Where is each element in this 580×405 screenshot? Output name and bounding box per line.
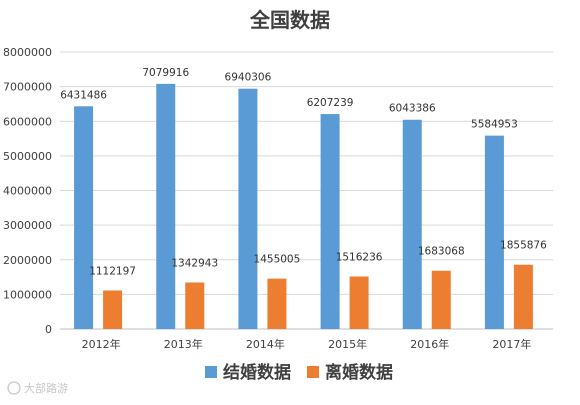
y-tick-label: 5000000 [3,150,52,163]
x-tick-label: 2016年 [410,337,449,351]
chart-title: 全国数据 [249,8,330,32]
y-tick-label: 8000000 [3,46,52,59]
y-tick-label: 1000000 [3,288,52,301]
bar-divorce [267,278,287,329]
data-label: 1455005 [254,254,301,266]
x-tick-label: 2013年 [164,337,203,351]
legend-label: 离婚数据 [325,362,393,383]
data-label: 6043386 [389,103,436,115]
legend: 结婚数据 离婚数据 [205,362,393,383]
bar-divorce [431,270,451,329]
bar-marriage [484,135,504,329]
gridlines [60,51,553,330]
legend-swatch [205,366,217,378]
data-label: 5584953 [471,119,518,131]
data-label: 1516236 [336,252,383,264]
legend-swatch [307,366,319,378]
x-tick-label: 2017年 [492,337,531,351]
data-label: 6940306 [225,72,272,84]
y-tick-label: 0 [45,323,52,336]
bar-divorce [349,276,369,329]
data-label: 6207239 [307,97,354,109]
x-axis: 2012年 2013年 2014年 2015年 2016年 2017年 [82,337,532,351]
y-tick-label: 6000000 [3,115,52,128]
bar-marriage [156,83,176,329]
x-tick-label: 2015年 [328,337,367,351]
y-tick-label: 3000000 [3,219,52,232]
watermark-text: 大部路游 [24,381,68,395]
watermark: 大部路游 [7,381,68,395]
bar-marriage [238,88,258,330]
bar-divorce [185,282,205,329]
data-label: 6431486 [60,89,107,101]
x-tick-label: 2014年 [246,337,285,351]
data-label: 7079916 [142,67,189,79]
data-label: 1342943 [171,258,218,270]
bars: 6431486 1112197 7079916 1342943 6940306 14550… [60,67,547,330]
watermark-logo-icon [7,381,21,395]
legend-label: 结婚数据 [223,362,291,383]
bar-divorce [513,264,533,329]
bar-marriage [320,114,340,330]
y-tick-label: 7000000 [3,81,52,94]
bar-marriage [402,119,422,329]
data-label: 1112197 [89,265,136,277]
bar-divorce [103,290,123,329]
y-tick-label: 2000000 [3,254,52,267]
x-tick-label: 2012年 [82,337,121,351]
data-label: 1855876 [500,240,547,252]
y-tick-label: 4000000 [3,185,52,198]
bar-marriage [74,106,94,329]
y-axis: 0 1000000 2000000 3000000 4000000 5000000 6000… [3,46,52,336]
data-label: 1683068 [418,246,465,258]
